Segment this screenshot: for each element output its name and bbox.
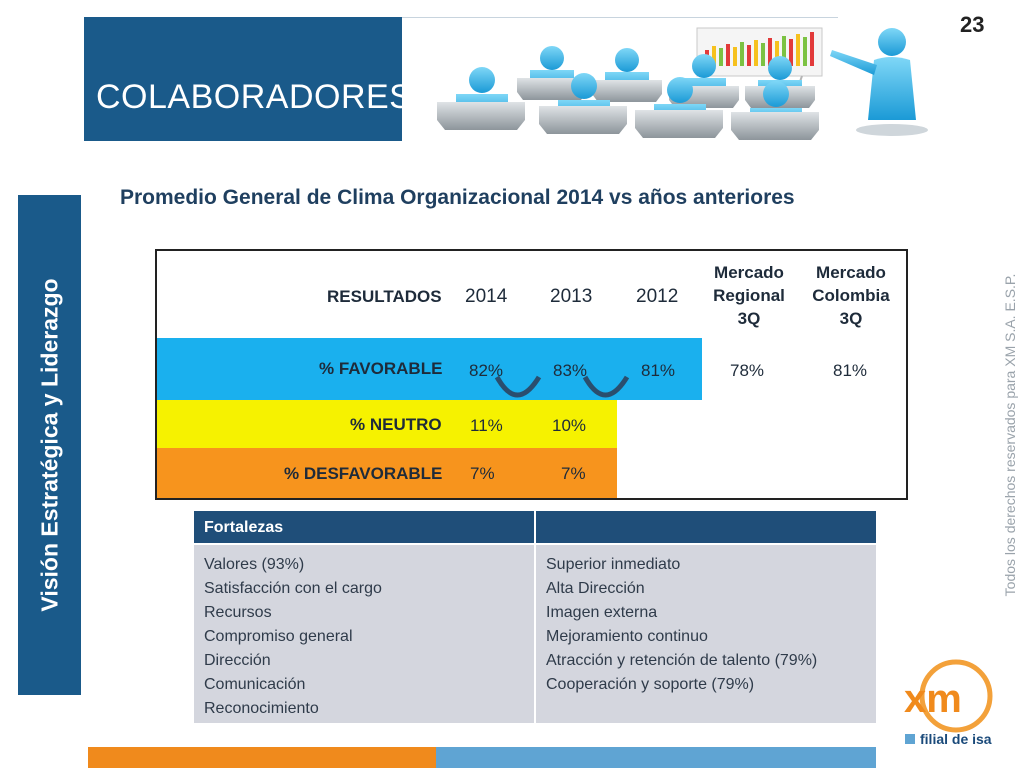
header-block (84, 17, 402, 141)
favorable-colombia: 81% (833, 361, 868, 380)
strengths-left-list: Valores (93%) Satisfacción con el cargo … (204, 553, 382, 721)
list-item: Reconocimiento (204, 700, 319, 717)
list-item: Cooperación y soporte (79%) (546, 676, 755, 693)
list-item: Compromiso general (204, 628, 353, 645)
list-item: Mejoramiento continuo (546, 628, 708, 645)
list-item: Imagen externa (546, 604, 658, 621)
list-item: Satisfacción con el cargo (204, 580, 382, 597)
year-2012: 2012 (636, 286, 679, 307)
rights-notice: Todos los derechos reservados para XM S.… (1002, 273, 1018, 597)
strengths-right-list: Superior inmediato Alta Dirección Imagen… (546, 553, 817, 697)
footer-bar-orange (88, 747, 436, 768)
mercado-regional-line2: Regional (713, 286, 785, 305)
strengths-table: Fortalezas Valores (93%) Satisfacción co… (194, 511, 876, 723)
row-label-favorable: % FAVORABLE (319, 359, 443, 378)
neutro-2013: 10% (552, 416, 587, 435)
list-item: Valores (93%) (204, 556, 305, 573)
mercado-regional-line3: 3Q (737, 309, 761, 328)
strengths-header-left: Fortalezas (194, 511, 534, 543)
xm-logo-icon: xm (904, 659, 993, 733)
year-2014: 2014 (465, 286, 508, 307)
comparison-arrows-icon (494, 375, 630, 398)
strengths-body-right: Superior inmediato Alta Dirección Imagen… (536, 545, 876, 723)
mercado-regional-header: Mercado Regional 3Q (699, 261, 799, 330)
logo-caption: filial de isa (920, 731, 992, 747)
header-divider (402, 17, 838, 18)
row-label-neutro: % NEUTRO (350, 415, 442, 434)
row-label-desfavorable: % DESFAVORABLE (284, 464, 443, 483)
neutro-2014: 11% (470, 416, 503, 435)
logo-square-icon (905, 734, 915, 744)
favorable-band (157, 338, 702, 400)
list-item: Superior inmediato (546, 556, 681, 573)
mercado-colombia-line2: Colombia (812, 286, 890, 305)
mercado-colombia-line3: 3Q (839, 309, 863, 328)
favorable-regional: 78% (730, 361, 765, 380)
favorable-2013: 83% (553, 361, 588, 380)
board-chart-icon (705, 32, 814, 66)
favorable-2012: 81% (641, 361, 676, 380)
presenter-figure-icon (830, 28, 928, 136)
results-header-label: RESULTADOS (327, 287, 442, 306)
desfavorable-2013: 7% (561, 464, 586, 483)
meeting-illustration (437, 27, 928, 140)
xm-logo-text: xm (904, 677, 962, 721)
strengths-body-left: Valores (93%) Satisfacción con el cargo … (194, 545, 534, 723)
list-item: Dirección (204, 652, 271, 669)
list-item: Alta Dirección (546, 580, 645, 597)
list-item: Comunicación (204, 676, 306, 693)
audience-icon (437, 46, 819, 140)
strengths-header-right (536, 511, 876, 543)
results-table: RESULTADOS 2014 2013 2012 Mercado Region… (155, 249, 908, 500)
desfavorable-band (157, 448, 617, 498)
mercado-colombia-line1: Mercado (816, 263, 886, 282)
footer-bar-blue (436, 747, 876, 768)
year-2013: 2013 (550, 286, 593, 307)
section-subtitle: Promedio General de Clima Organizacional… (120, 186, 795, 209)
page-title: COLABORADORES (96, 78, 413, 116)
list-item: Atracción y retención de talento (79%) (546, 652, 818, 669)
mercado-regional-line1: Mercado (714, 263, 784, 282)
mercado-colombia-header: Mercado Colombia 3Q (801, 261, 901, 330)
neutro-band (157, 400, 617, 448)
list-item: Recursos (204, 604, 272, 621)
sidebar-vertical-title: Visión Estratégica y Liderazgo (36, 278, 63, 612)
desfavorable-2014: 7% (470, 464, 495, 483)
favorable-2014: 82% (469, 361, 504, 380)
strengths-header-label: Fortalezas (204, 519, 284, 536)
page-number: 23 (960, 12, 985, 37)
sidebar-band (18, 195, 81, 695)
